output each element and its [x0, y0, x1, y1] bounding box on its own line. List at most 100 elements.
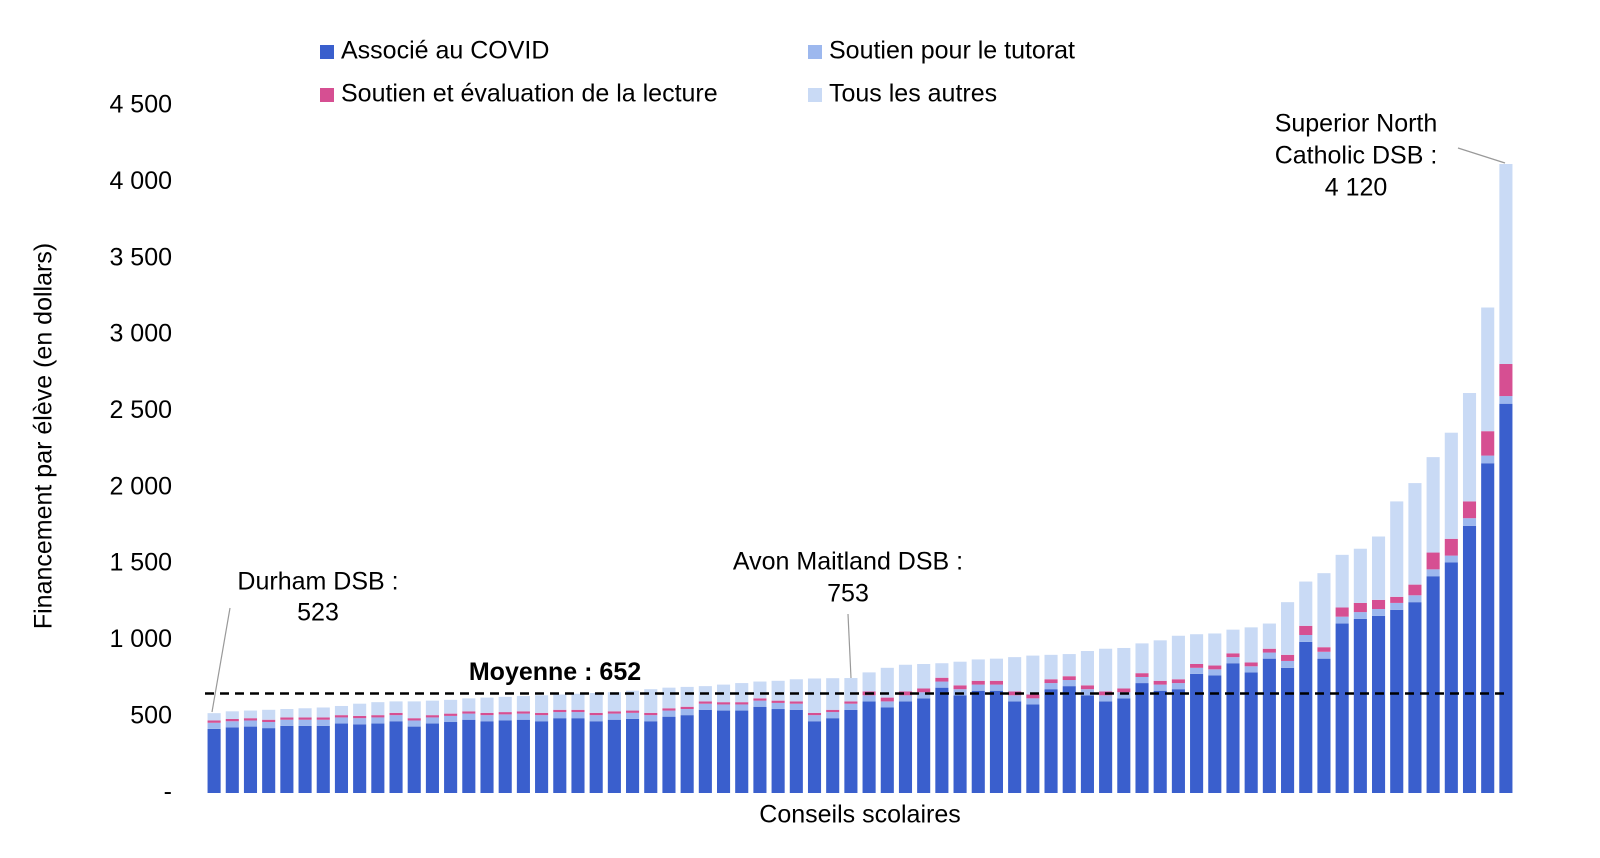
bar-segment	[571, 718, 585, 793]
bar-segment	[1371, 609, 1386, 616]
annotation: 4 120	[1325, 174, 1388, 202]
bar-segment	[753, 698, 767, 701]
bar-segment	[389, 721, 403, 793]
bar-segment	[298, 719, 312, 726]
bar-segment	[1080, 689, 1094, 696]
bar-segment	[935, 687, 949, 793]
bar-segment	[771, 709, 785, 793]
y-tick-label: 4 000	[109, 167, 172, 195]
bar-segment	[1244, 662, 1258, 667]
y-tick-label: 1 500	[109, 549, 172, 577]
bar-segment	[807, 678, 822, 713]
bar-segment	[1008, 695, 1022, 702]
bar-segment	[1026, 655, 1040, 695]
bar-segment	[1262, 623, 1276, 649]
bar-segment	[353, 724, 367, 793]
bar-segment	[243, 710, 258, 719]
bar-segment	[1208, 669, 1222, 676]
bar-segment	[589, 693, 603, 713]
bar-segment	[1117, 698, 1131, 793]
bar-segment	[1044, 689, 1058, 793]
bar-segment	[407, 718, 421, 721]
bar-segment	[607, 711, 621, 714]
bar-segment	[1462, 393, 1477, 502]
legend-label: Associé au COVID	[341, 37, 549, 65]
bar-segment	[553, 718, 567, 793]
bar-segment	[898, 695, 913, 702]
bar-segment	[644, 721, 658, 793]
average-label: Moyenne : 652	[469, 658, 641, 686]
bar-segment	[225, 711, 239, 719]
legend-label: Tous les autres	[829, 80, 997, 108]
bar-segment	[207, 720, 221, 723]
bar-segment	[553, 712, 567, 719]
bar-segment	[553, 709, 567, 713]
bar-segment	[1117, 692, 1131, 699]
bar-segment	[589, 712, 603, 716]
bar-segment	[516, 713, 530, 720]
annotation-leader	[211, 607, 231, 713]
bar-segment	[917, 692, 931, 699]
bar-segment	[1317, 651, 1331, 659]
bar-segment	[626, 690, 640, 711]
bar-segment	[516, 719, 530, 793]
bar-segment	[1281, 654, 1295, 661]
bar-segment	[971, 690, 985, 793]
bar-segment	[1026, 694, 1040, 699]
bar-segment	[334, 705, 349, 716]
bar-segment	[1426, 569, 1440, 577]
bar-segment	[389, 712, 403, 716]
bar-segment	[1080, 695, 1094, 793]
bar-segment	[626, 710, 640, 713]
bar-segment	[334, 723, 349, 793]
bar-segment	[535, 695, 549, 713]
bar-segment	[1226, 663, 1240, 793]
bar-segment	[1080, 651, 1094, 686]
bar-segment	[898, 664, 913, 692]
legend-label: Soutien et évaluation de la lecture	[341, 80, 718, 108]
bar-segment	[862, 695, 876, 702]
bar-segment	[1244, 627, 1258, 663]
bar-segment	[1099, 695, 1113, 702]
bar-segment	[571, 712, 585, 719]
bar-segment	[971, 659, 985, 681]
bar-segment	[1481, 431, 1495, 456]
bar-segment	[498, 720, 512, 793]
bar-segment	[316, 707, 330, 718]
bar-segment	[826, 709, 840, 713]
bar-segment	[498, 714, 512, 721]
y-tick-label: 2 500	[109, 396, 172, 424]
bar-segment	[316, 719, 330, 726]
bar-segment	[1190, 667, 1204, 674]
bar-segment	[1226, 653, 1240, 658]
bar-segment	[1226, 629, 1240, 654]
bar-segment	[1481, 455, 1495, 464]
y-tick-label: 3 000	[109, 320, 172, 348]
bar-segment	[280, 719, 294, 726]
bar-segment	[1499, 403, 1513, 793]
bar-segment	[444, 699, 458, 714]
bar-segment	[1226, 657, 1240, 664]
bar-segment	[753, 700, 767, 707]
bar-segment	[498, 712, 512, 715]
bar-segment	[935, 681, 949, 688]
bar-segment	[1444, 562, 1458, 793]
bar-segment	[553, 694, 567, 710]
bar-segment	[371, 715, 385, 718]
legend-swatch	[320, 45, 334, 59]
bar-segment	[444, 715, 458, 723]
bar-segment	[1044, 683, 1058, 690]
bar-segment	[1335, 616, 1349, 624]
bar-segment	[298, 717, 312, 720]
bar-segment	[1371, 536, 1386, 600]
bar-segment	[1281, 667, 1295, 793]
bar-segment	[826, 712, 840, 719]
bar-segment	[298, 725, 312, 793]
bar-segment	[844, 678, 858, 702]
bar-segment	[644, 715, 658, 722]
bar-segment	[1317, 647, 1331, 652]
bar-segment	[680, 686, 694, 707]
bar-segment	[1317, 658, 1331, 793]
bar-segment	[1262, 652, 1276, 659]
bar-segment	[1426, 576, 1440, 793]
